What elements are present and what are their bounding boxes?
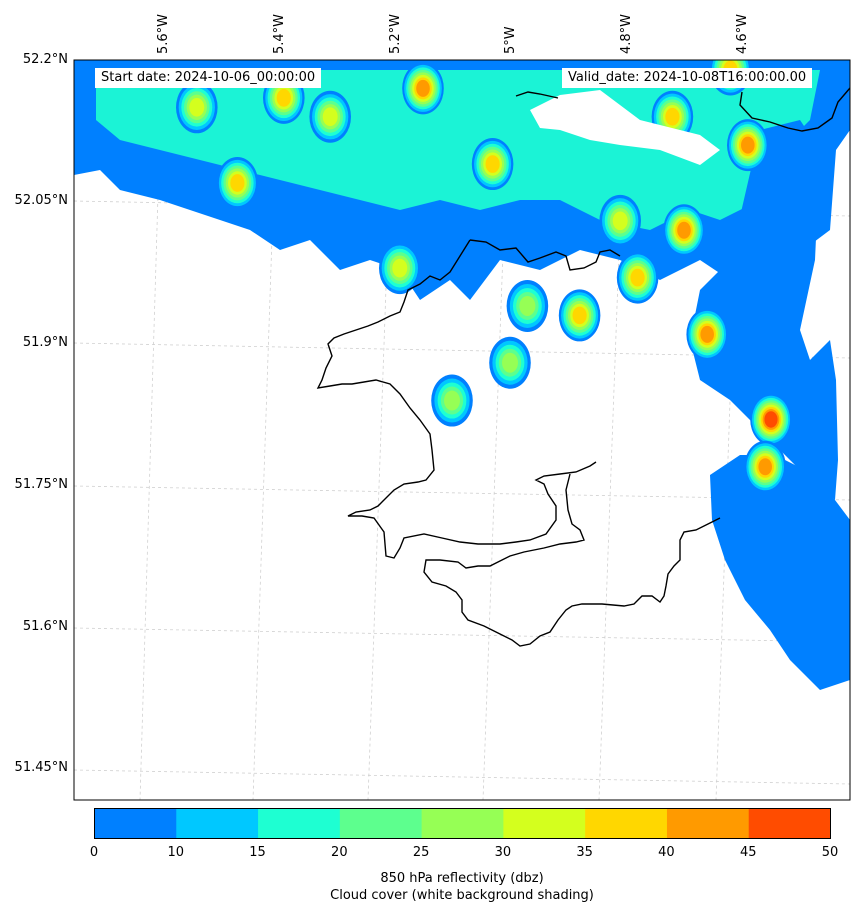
convective-cell xyxy=(727,119,769,172)
lat-label-5: 51.6°N xyxy=(22,619,68,634)
colorbar-swatch-6 xyxy=(503,808,586,839)
convective-cell xyxy=(616,251,659,304)
lon-label-6: 4.6°W xyxy=(735,13,750,54)
cell-contour xyxy=(764,411,778,428)
convective-cell xyxy=(216,156,259,209)
cell-contour xyxy=(444,390,460,411)
cell-contour xyxy=(741,136,755,154)
sea-rain-area xyxy=(710,455,850,690)
lon-label-5: 4.8°W xyxy=(619,13,634,54)
cell-contour xyxy=(630,268,645,287)
lat-label-2: 52.05°N xyxy=(14,193,68,208)
colorbar-tick-label: 15 xyxy=(249,845,266,860)
cell-contour xyxy=(612,211,628,231)
cell-contour xyxy=(322,107,338,127)
convective-cell xyxy=(176,81,218,134)
cell-contour xyxy=(677,221,691,239)
colorbar-tick-label: 10 xyxy=(167,845,185,860)
cell-contour xyxy=(416,79,430,97)
colorbar-swatch-2 xyxy=(176,808,259,839)
cell-contour xyxy=(485,155,500,173)
cell-contour xyxy=(758,458,772,476)
reflectivity-field xyxy=(74,60,850,690)
convective-cell xyxy=(558,289,601,342)
lat-label-3: 51.9°N xyxy=(22,335,68,350)
colorbar-label-line1: 850 hPa reflectivity (dbz) xyxy=(380,871,544,886)
lon-label-2: 5.4°W xyxy=(272,13,287,54)
start-date-text: Start date: 2024-10-06_00:00:00 xyxy=(101,70,316,85)
colorbar-swatch-8 xyxy=(666,808,750,839)
cell-contour xyxy=(700,325,714,343)
lat-label-4: 51.75°N xyxy=(14,477,68,492)
cell-contour xyxy=(572,306,587,325)
clear-gap-northeast xyxy=(530,90,720,165)
colorbar-tick-label: 40 xyxy=(658,845,675,860)
lon-label-4: 5°W xyxy=(503,26,518,54)
cell-contour xyxy=(189,97,205,117)
valid-date-box: Valid_date: 2024-10-08T16:00:00.00 xyxy=(562,68,813,88)
colorbar xyxy=(94,808,831,839)
colorbar-swatch-1 xyxy=(94,808,177,839)
map-border xyxy=(73,59,851,801)
cell-contour xyxy=(665,107,680,126)
cell-contour xyxy=(519,295,536,316)
colorbar-tick-label: 0 xyxy=(89,845,99,860)
lon-label-1: 5.6°W xyxy=(156,13,171,54)
convective-cell xyxy=(431,374,473,427)
convective-cell xyxy=(402,62,444,115)
colorbar-tick-label: 25 xyxy=(412,845,430,860)
convective-cell xyxy=(309,90,352,143)
valid-date-text: Valid_date: 2024-10-08T16:00:00.00 xyxy=(568,70,807,85)
convective-cell xyxy=(686,308,728,361)
colorbar-swatch-4 xyxy=(339,808,423,839)
colorbar-swatch-7 xyxy=(585,808,668,839)
coastline xyxy=(316,87,850,647)
colorbar-swatch-5 xyxy=(421,808,504,839)
convective-cell xyxy=(599,194,641,247)
lon-label-3: 5.2°W xyxy=(388,13,403,54)
colorbar-tick-label: 20 xyxy=(331,845,348,860)
colorbar-swatch-9 xyxy=(748,808,831,839)
convective-cell xyxy=(744,440,786,493)
convective-cell xyxy=(750,393,792,446)
colorbar-swatch-3 xyxy=(258,808,341,839)
eastern-rain-band xyxy=(690,120,838,500)
start-date-box: Start date: 2024-10-06_00:00:00 xyxy=(95,68,322,88)
colorbar-tick-label: 45 xyxy=(739,845,757,860)
convective-cell xyxy=(506,279,549,332)
cell-contour xyxy=(392,258,408,278)
convective-cell xyxy=(663,204,705,257)
cell-contour xyxy=(230,174,245,192)
colorbar-label-line2: Cloud cover (white background shading) xyxy=(330,888,594,903)
convective-cell xyxy=(489,336,531,389)
cell-contour xyxy=(276,88,291,107)
lat-label-6: 51.45°N xyxy=(14,760,68,775)
convective-cell xyxy=(471,138,514,191)
colorbar-tick-label: 35 xyxy=(576,845,593,860)
cell-contour xyxy=(502,352,518,373)
colorbar-tick-label: 30 xyxy=(494,845,512,860)
colorbar-tick-label: 50 xyxy=(821,845,839,860)
convective-cell xyxy=(379,242,421,295)
lat-label-1: 52.2°N xyxy=(22,52,68,67)
